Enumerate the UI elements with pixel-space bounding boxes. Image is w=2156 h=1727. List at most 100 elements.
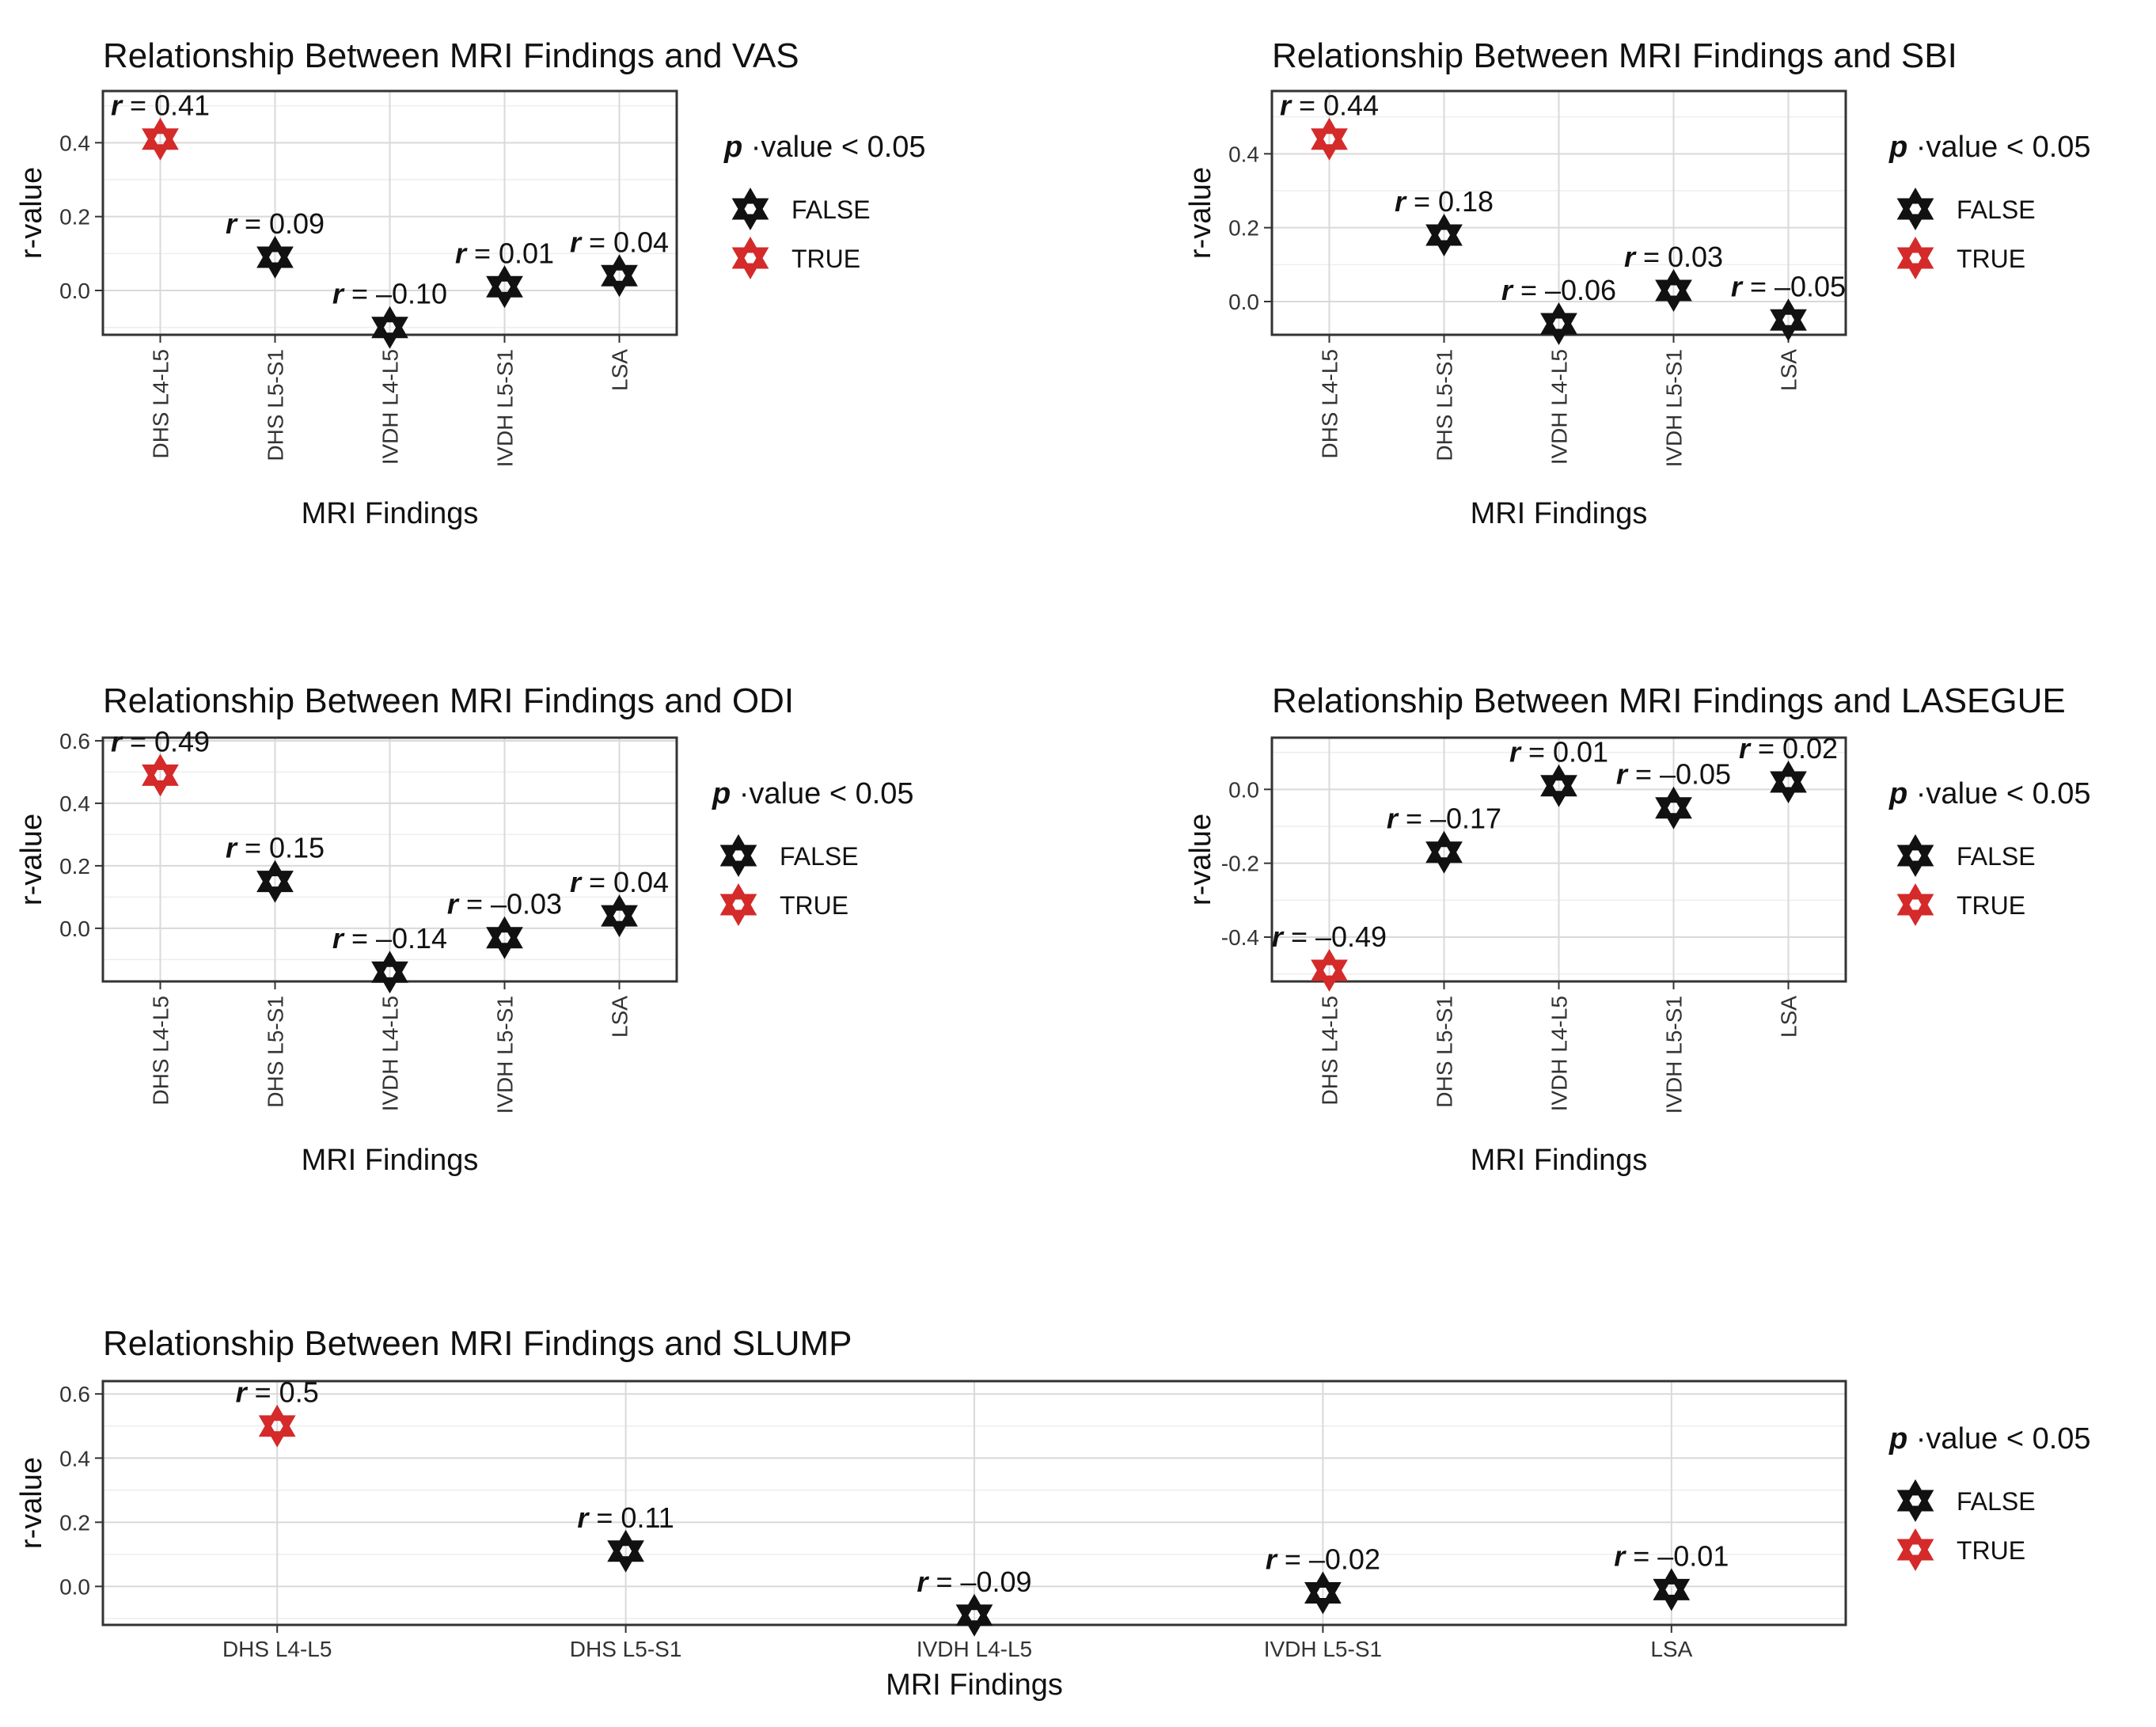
- data-label: r = 0.15: [226, 832, 325, 864]
- y-tick-label: 0.4: [59, 791, 90, 816]
- legend-false-marker: [719, 833, 757, 878]
- x-tick-label: LSA: [608, 349, 632, 391]
- data-label: r = 0.44: [1280, 89, 1379, 122]
- legend-false-marker: [1896, 833, 1934, 878]
- data-point: [486, 916, 523, 959]
- x-tick-label: DHS L5-S1: [1433, 349, 1457, 461]
- data-label: r = –0.49: [1272, 920, 1387, 953]
- chart-panel-3: Relationship Between MRI Findings and OD…: [15, 681, 914, 1177]
- x-tick-label: DHS L5-S1: [264, 349, 288, 461]
- data-point: [1540, 302, 1577, 346]
- data-label: r = 0.01: [455, 237, 554, 269]
- data-label: r = 0.04: [570, 866, 669, 898]
- data-label: r = 0.09: [226, 207, 325, 240]
- data-point: [486, 265, 523, 309]
- y-axis-title: r-value: [15, 167, 48, 259]
- plot-frame: [1270, 736, 1847, 983]
- data-point: [1653, 1568, 1691, 1611]
- x-tick-label: LSA: [608, 996, 632, 1038]
- legend-title: p ·value < 0.05: [1888, 1422, 2091, 1456]
- data-label: r = 0.02: [1739, 732, 1838, 765]
- data-label: r = 0.18: [1395, 185, 1494, 218]
- y-tick-label: -0.2: [1221, 852, 1259, 876]
- x-tick-label: LSA: [1777, 996, 1801, 1038]
- x-tick-label: IVDH L4-L5: [378, 349, 403, 465]
- data-point: [256, 235, 294, 279]
- data-label: r = –0.03: [447, 888, 562, 920]
- chart-title: Relationship Between MRI Findings and OD…: [103, 681, 794, 720]
- data-point: [1425, 213, 1463, 257]
- data-point: [1655, 786, 1692, 829]
- data-label: r = 0.41: [111, 89, 210, 122]
- x-tick-label: IVDH L4-L5: [1547, 349, 1572, 465]
- chart-panel-2: Relationship Between MRI Findings and SB…: [1184, 36, 2091, 530]
- x-tick-label: DHS L4-L5: [149, 996, 173, 1106]
- y-tick-label: 0.6: [59, 1382, 90, 1406]
- data-label: r = –0.05: [1616, 758, 1731, 791]
- data-label: r = 0.03: [1624, 241, 1723, 273]
- data-point: [1770, 298, 1807, 342]
- legend-true-label: TRUE: [780, 891, 848, 920]
- data-label: r = –0.06: [1501, 274, 1616, 306]
- data-point: [1655, 268, 1692, 313]
- legend-false-label: FALSE: [780, 842, 859, 871]
- x-tick-label: IVDH L5-S1: [1662, 349, 1687, 467]
- data-point: [607, 1529, 644, 1573]
- x-tick-label: IVDH L5-S1: [1264, 1637, 1382, 1661]
- x-tick-label: LSA: [1777, 349, 1801, 391]
- legend-false-marker: [731, 187, 769, 231]
- y-axis-title: r-value: [1184, 167, 1217, 259]
- y-tick-label: 0.6: [59, 729, 90, 753]
- x-tick-label: IVDH L4-L5: [917, 1637, 1032, 1661]
- legend: p ·value < 0.05 FALSE TRUE: [1888, 131, 2091, 280]
- legend-false-label: FALSE: [791, 195, 871, 224]
- legend: p ·value < 0.05 FALSE TRUE: [712, 777, 914, 927]
- legend: p ·value < 0.05 FALSE TRUE: [1888, 777, 2091, 927]
- chart-panel-1: Relationship Between MRI Findings and VA…: [15, 36, 926, 530]
- x-tick-label: DHS L4-L5: [149, 349, 173, 459]
- legend-true-marker: [1896, 882, 1934, 927]
- y-tick-label: 0.4: [59, 131, 90, 155]
- legend-title: p ·value < 0.05: [1888, 777, 2091, 810]
- data-point: [601, 894, 638, 938]
- x-tick-label: DHS L4-L5: [222, 1637, 332, 1661]
- data-point: [1770, 760, 1807, 804]
- data-label: r = 0.01: [1509, 736, 1608, 769]
- x-tick-label: DHS L4-L5: [1318, 349, 1342, 459]
- y-tick-label: 0.0: [59, 917, 90, 941]
- legend-true-label: TRUE: [791, 245, 860, 273]
- x-axis-title: MRI Findings: [302, 497, 479, 530]
- chart-title: Relationship Between MRI Findings and SB…: [1272, 36, 1957, 75]
- chart-title: Relationship Between MRI Findings and SL…: [103, 1324, 852, 1363]
- x-tick-label: DHS L5-S1: [570, 1637, 682, 1661]
- x-axis-title: MRI Findings: [1471, 1144, 1648, 1177]
- x-tick-label: LSA: [1650, 1637, 1692, 1661]
- x-tick-label: IVDH L4-L5: [378, 996, 403, 1111]
- data-label: r = 0.5: [236, 1376, 319, 1409]
- y-tick-label: 0.0: [1228, 777, 1259, 802]
- y-tick-label: -0.4: [1221, 925, 1259, 950]
- legend-true-marker: [1896, 1528, 1934, 1572]
- y-tick-label: 0.4: [59, 1446, 90, 1471]
- legend-true-marker: [719, 882, 757, 927]
- y-tick-label: 0.2: [59, 205, 90, 230]
- y-tick-label: 0.2: [1228, 216, 1259, 241]
- legend-false-label: FALSE: [1957, 1487, 2036, 1516]
- legend-title: p ·value < 0.05: [723, 131, 926, 164]
- x-tick-label: IVDH L5-S1: [1662, 996, 1687, 1114]
- chart-panel-5: Relationship Between MRI Findings and SL…: [15, 1324, 2091, 1702]
- y-tick-label: 0.2: [59, 854, 90, 879]
- legend-false-marker: [1896, 187, 1934, 231]
- legend-true-marker: [1896, 236, 1934, 280]
- data-point: [1311, 117, 1348, 161]
- x-axis-title: MRI Findings: [302, 1144, 479, 1177]
- data-label: r = –0.10: [332, 278, 447, 310]
- x-tick-label: IVDH L5-S1: [493, 996, 518, 1114]
- legend-true-label: TRUE: [1957, 891, 2025, 920]
- data-label: r = –0.02: [1266, 1543, 1380, 1575]
- data-point: [601, 254, 638, 298]
- data-label: r = –0.09: [917, 1566, 1031, 1598]
- data-point: [1540, 764, 1577, 807]
- data-label: r = –0.17: [1387, 803, 1501, 835]
